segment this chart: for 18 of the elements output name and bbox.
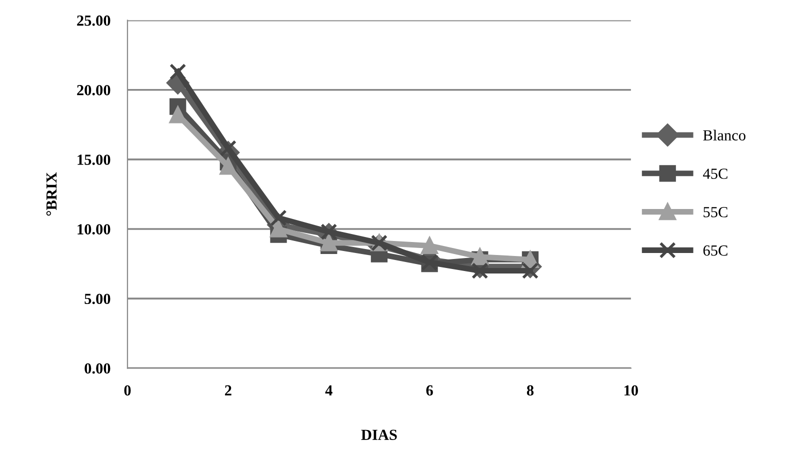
x-tick-label: 0 — [124, 385, 131, 396]
legend-label: 55C — [704, 207, 728, 218]
y-tick-label: 20.00 — [77, 85, 110, 96]
legend-label: Blanco — [703, 130, 746, 141]
x-tick-label: 10 — [624, 385, 638, 396]
y-tick-label: 5.00 — [84, 294, 110, 304]
x-tick-label: 2 — [224, 385, 232, 396]
x-tick-label: 8 — [526, 385, 534, 396]
y-tick-label: 25.00 — [77, 15, 110, 26]
x-tick-label: 6 — [426, 385, 433, 396]
legend-label: 45C — [703, 168, 728, 179]
x-tick-label: 4 — [325, 385, 332, 396]
legend-label: 65C — [703, 245, 728, 256]
y-axis-title: °BRIX — [46, 172, 57, 216]
y-tick-label: 0.00 — [84, 363, 110, 374]
x-axis-title: DIAS — [361, 430, 397, 440]
y-tick-label: 15.00 — [78, 154, 110, 165]
y-tick-label: 10.00 — [78, 224, 110, 235]
